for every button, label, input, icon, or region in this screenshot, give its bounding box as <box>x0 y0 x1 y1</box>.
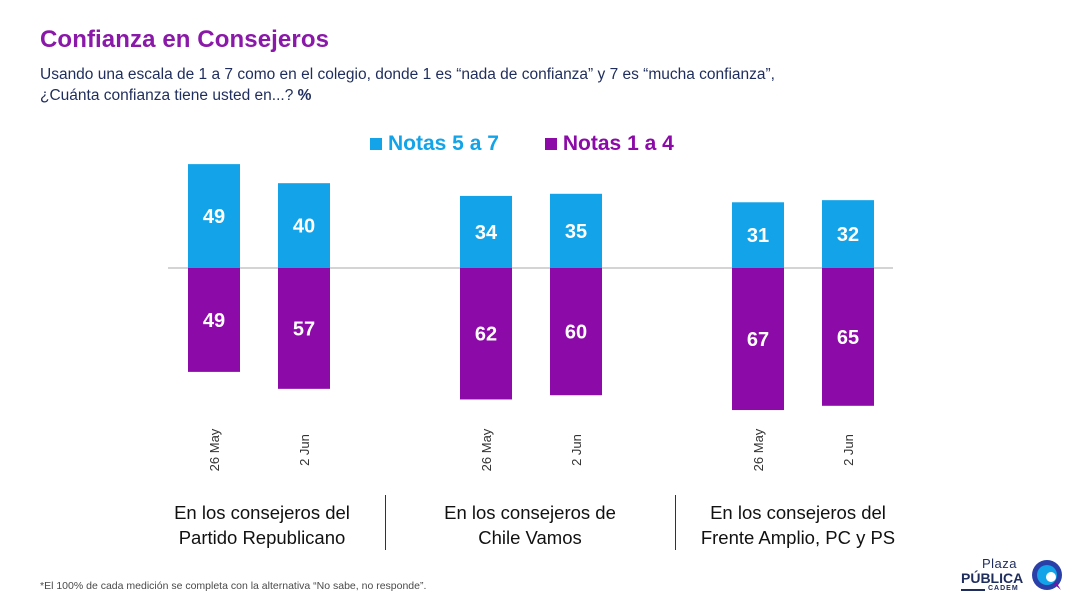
bar-negative <box>822 268 874 406</box>
group-label-1: En los consejeros del Partido Republican… <box>142 500 382 550</box>
data-label-negative: 65 <box>837 327 859 349</box>
group-label-1-line-1: En los consejeros del <box>174 502 350 523</box>
bar-negative <box>278 268 330 389</box>
data-label-positive: 49 <box>203 206 225 228</box>
data-label-positive: 40 <box>293 216 315 238</box>
legend-item-negative: Notas 1 a 4 <box>544 132 674 156</box>
data-label-positive: 34 <box>475 222 498 244</box>
bar-positive <box>822 200 874 268</box>
category-tick-label: 26 May <box>207 428 222 471</box>
category-tick-label: 2 Jun <box>841 434 856 466</box>
data-label-negative: 60 <box>565 322 587 344</box>
legend-label-positive: Notas 5 a 7 <box>388 132 499 155</box>
plaza-publica-cadem-logo: Plaza PÚBLICA CADEM <box>958 556 1068 596</box>
data-label-negative: 62 <box>475 324 497 346</box>
page-title: Confianza en Consejeros <box>40 26 330 53</box>
bar-negative <box>460 268 512 400</box>
bar-positive <box>278 183 330 268</box>
logo-underline <box>961 589 985 591</box>
footnote: *El 100% de cada medición se completa co… <box>40 580 427 592</box>
legend-label-negative: Notas 1 a 4 <box>562 132 674 155</box>
data-label-positive: 31 <box>747 225 769 247</box>
group-label-3-line-1: En los consejeros del <box>710 502 886 523</box>
legend-swatch-positive <box>370 138 382 150</box>
bar-positive <box>732 202 784 268</box>
group-label-2-line-2: Chile Vamos <box>478 527 582 548</box>
group-label-1-line-2: Partido Republicano <box>178 527 346 548</box>
group-divider-2 <box>675 495 676 550</box>
group-label-3-line-2: Frente Amplio, PC y PS <box>700 527 896 548</box>
logo-mark-icon <box>1032 560 1062 590</box>
category-tick-label: 2 Jun <box>569 434 584 466</box>
data-label-positive: 32 <box>837 224 859 246</box>
group-divider-1 <box>385 495 386 550</box>
bar-positive <box>550 193 602 268</box>
logo-text-cadem: CADEM <box>988 585 1019 592</box>
logo-text-publica: PÚBLICA <box>961 570 1024 586</box>
subtitle-line-2: ¿Cuánta confianza tiene usted en...? <box>40 87 294 104</box>
data-label-positive: 35 <box>565 221 587 243</box>
bar-negative <box>188 268 240 372</box>
group-label-2-line-1: En los consejeros de <box>444 502 616 523</box>
logo-text-plaza: Plaza <box>982 556 1018 571</box>
category-tick-label: 26 May <box>479 428 494 471</box>
group-label-3: En los consejeros del Frente Amplio, PC … <box>678 500 918 550</box>
data-label-negative: 57 <box>293 318 315 340</box>
subtitle-unit: % <box>297 87 312 104</box>
category-tick-label: 2 Jun <box>297 434 312 466</box>
bar-negative <box>732 268 784 411</box>
group-label-2: En los consejeros de Chile Vamos <box>410 500 650 550</box>
legend-swatch-negative <box>544 138 557 150</box>
bar-positive <box>188 164 240 268</box>
legend-item-positive: Notas 5 a 7 <box>370 132 499 156</box>
bar-positive <box>460 195 512 268</box>
chart-legend: Notas 5 a 7 Notas 1 a 4 <box>370 132 674 156</box>
bar-negative <box>550 268 602 396</box>
subtitle-line-1: Usando una escala de 1 a 7 como en el co… <box>40 66 775 83</box>
data-label-negative: 49 <box>203 310 225 332</box>
category-tick-label: 26 May <box>751 428 766 471</box>
chart-subtitle: Usando una escala de 1 a 7 como en el co… <box>40 64 940 106</box>
data-label-negative: 67 <box>747 329 769 351</box>
